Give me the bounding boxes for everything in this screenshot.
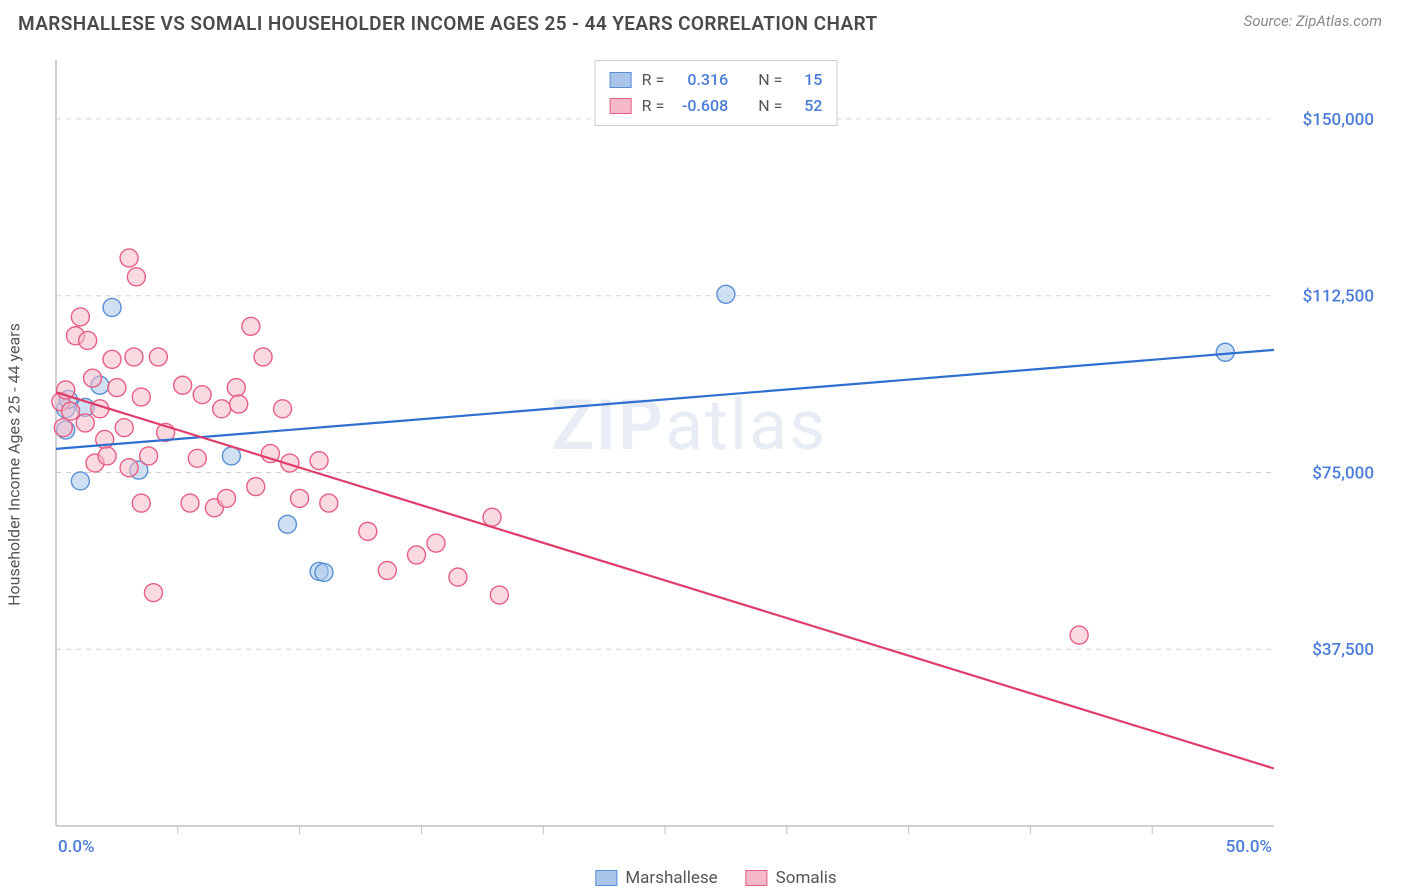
point-somalis (132, 494, 150, 512)
r-value: 0.316 (674, 67, 728, 93)
legend-swatch (595, 870, 617, 886)
point-somalis (427, 534, 445, 552)
point-somalis (483, 508, 501, 526)
stats-legend: R = 0.316 N = 15 R = -0.608 N = 52 (595, 60, 838, 126)
x-tick-0: 0.0% (58, 837, 95, 856)
y-tick-150000: $150,000 (1303, 110, 1374, 130)
point-somalis (127, 268, 145, 286)
point-somalis (1070, 626, 1088, 644)
point-marshallese (278, 515, 296, 533)
point-somalis (490, 586, 508, 604)
point-somalis (120, 459, 138, 477)
point-somalis (218, 489, 236, 507)
point-somalis (174, 376, 192, 394)
y-tick-112500: $112,500 (1303, 287, 1374, 307)
point-somalis (181, 494, 199, 512)
point-somalis (213, 400, 231, 418)
n-label: N = (758, 67, 782, 93)
point-somalis (310, 452, 328, 470)
x-tick-50: 50.0% (1226, 837, 1272, 856)
point-somalis (120, 249, 138, 267)
point-somalis (108, 379, 126, 397)
r-label: R = (642, 93, 665, 119)
y-axis-label: Householder Income Ages 25 - 44 years (5, 323, 24, 606)
point-somalis (449, 568, 467, 586)
point-somalis (76, 414, 94, 432)
point-somalis (115, 419, 133, 437)
legend-swatch (610, 72, 632, 88)
point-somalis (140, 447, 158, 465)
point-marshallese (315, 563, 333, 581)
point-somalis (247, 478, 265, 496)
legend-swatch (746, 870, 768, 886)
point-somalis (98, 447, 116, 465)
stats-legend-row: R = 0.316 N = 15 (610, 67, 823, 93)
point-somalis (230, 395, 248, 413)
series-legend-label: Somalis (776, 868, 837, 888)
point-somalis (149, 348, 167, 366)
point-somalis (291, 489, 309, 507)
point-somalis (274, 400, 292, 418)
point-somalis (408, 546, 426, 564)
point-marshallese (222, 447, 240, 465)
stats-legend-row: R = -0.608 N = 52 (610, 93, 823, 119)
point-marshallese (71, 472, 89, 490)
point-somalis (193, 386, 211, 404)
series-legend-item: Somalis (746, 868, 837, 888)
point-somalis (188, 449, 206, 467)
point-somalis (54, 419, 72, 437)
point-marshallese (717, 285, 735, 303)
series-legend-item: Marshallese (595, 868, 717, 888)
point-somalis (132, 388, 150, 406)
y-tick-75000: $75,000 (1312, 463, 1374, 483)
n-label: N = (758, 93, 782, 119)
point-somalis (242, 317, 260, 335)
n-value: 15 (792, 67, 822, 93)
point-somalis (71, 308, 89, 326)
plot-area: Householder Income Ages 25 - 44 years $3… (50, 54, 1382, 856)
point-somalis (254, 348, 272, 366)
legend-swatch (610, 98, 632, 114)
point-somalis (84, 369, 102, 387)
chart-title: MARSHALLESE VS SOMALI HOUSEHOLDER INCOME… (18, 12, 878, 35)
point-somalis (359, 522, 377, 540)
point-somalis (79, 331, 97, 349)
r-label: R = (642, 67, 665, 93)
n-value: 52 (792, 93, 822, 119)
y-tick-37500: $37,500 (1312, 640, 1374, 660)
point-marshallese (103, 298, 121, 316)
scatter-plot-svg: $37,500$75,000$112,500$150,000ZIPatlas0.… (50, 54, 1382, 856)
point-somalis (62, 402, 80, 420)
point-somalis (320, 494, 338, 512)
point-somalis (378, 562, 396, 580)
source-label: Source: ZipAtlas.com (1244, 12, 1382, 30)
point-somalis (103, 350, 121, 368)
r-value: -0.608 (674, 93, 728, 119)
point-somalis (125, 348, 143, 366)
point-somalis (144, 584, 162, 602)
point-somalis (227, 379, 245, 397)
series-legend-label: Marshallese (625, 868, 717, 888)
series-legend: Marshallese Somalis (595, 868, 836, 888)
